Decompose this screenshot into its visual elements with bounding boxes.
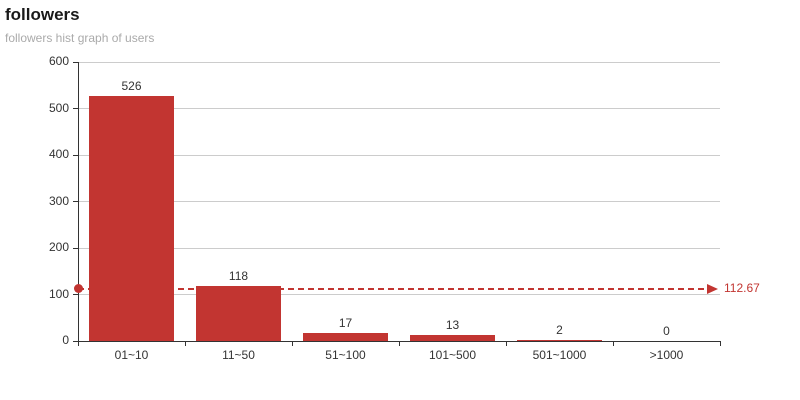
chart-title: followers: [5, 5, 80, 24]
bar-value-label: 118: [228, 269, 249, 284]
y-tick-label: 100: [48, 286, 69, 301]
x-axis-tick: [720, 341, 721, 346]
chart-subtitle: followers hist graph of users: [5, 31, 155, 45]
average-line: [78, 287, 706, 290]
bar[interactable]: [303, 333, 388, 341]
y-tick-label: 600: [48, 54, 69, 68]
gridline: [78, 294, 720, 295]
bar[interactable]: [196, 286, 281, 341]
y-axis-tick: [73, 294, 78, 295]
average-arrow-icon: [707, 283, 718, 294]
y-axis-line: [78, 62, 79, 342]
x-category-label: 101~500: [428, 348, 477, 362]
bar[interactable]: [89, 96, 174, 341]
x-axis-tick: [185, 341, 186, 346]
gridline: [78, 154, 720, 156]
gridline: [78, 201, 720, 202]
bar-value-label: 17: [338, 316, 353, 331]
x-category-label: 01~10: [114, 348, 149, 362]
y-axis-tick: [73, 247, 78, 249]
y-tick-label: 200: [48, 240, 69, 254]
gridline: [78, 247, 720, 249]
x-category-label: 501~1000: [532, 348, 587, 362]
gridline: [78, 61, 720, 63]
gridline: [78, 108, 720, 109]
y-axis-tick: [73, 108, 78, 109]
x-category-label: 51~100: [325, 348, 366, 362]
y-axis-tick: [73, 201, 78, 202]
x-axis-tick: [399, 341, 400, 346]
bar-value-label: 13: [445, 317, 460, 332]
bar-value-label: 0: [663, 324, 670, 338]
bar[interactable]: [517, 340, 602, 341]
bar[interactable]: [410, 334, 495, 341]
y-tick-label: 500: [48, 100, 69, 115]
x-axis-tick: [78, 341, 79, 346]
x-axis-tick: [292, 341, 293, 346]
bar-value-label: 526: [121, 79, 142, 94]
y-axis-tick: [73, 61, 78, 63]
x-axis-tick: [506, 341, 507, 346]
y-tick-label: 400: [48, 147, 69, 161]
y-axis-tick: [73, 340, 78, 342]
bar-value-label: 2: [556, 323, 563, 338]
average-start-dot: [73, 284, 83, 294]
x-category-label: 11~50: [222, 348, 255, 362]
average-value-label: 112.67: [724, 280, 760, 295]
x-category-label: >1000: [649, 348, 684, 362]
x-axis-tick: [613, 341, 614, 346]
y-tick-label: 0: [62, 333, 69, 347]
y-axis-tick: [73, 154, 78, 156]
y-tick-label: 300: [48, 193, 69, 208]
